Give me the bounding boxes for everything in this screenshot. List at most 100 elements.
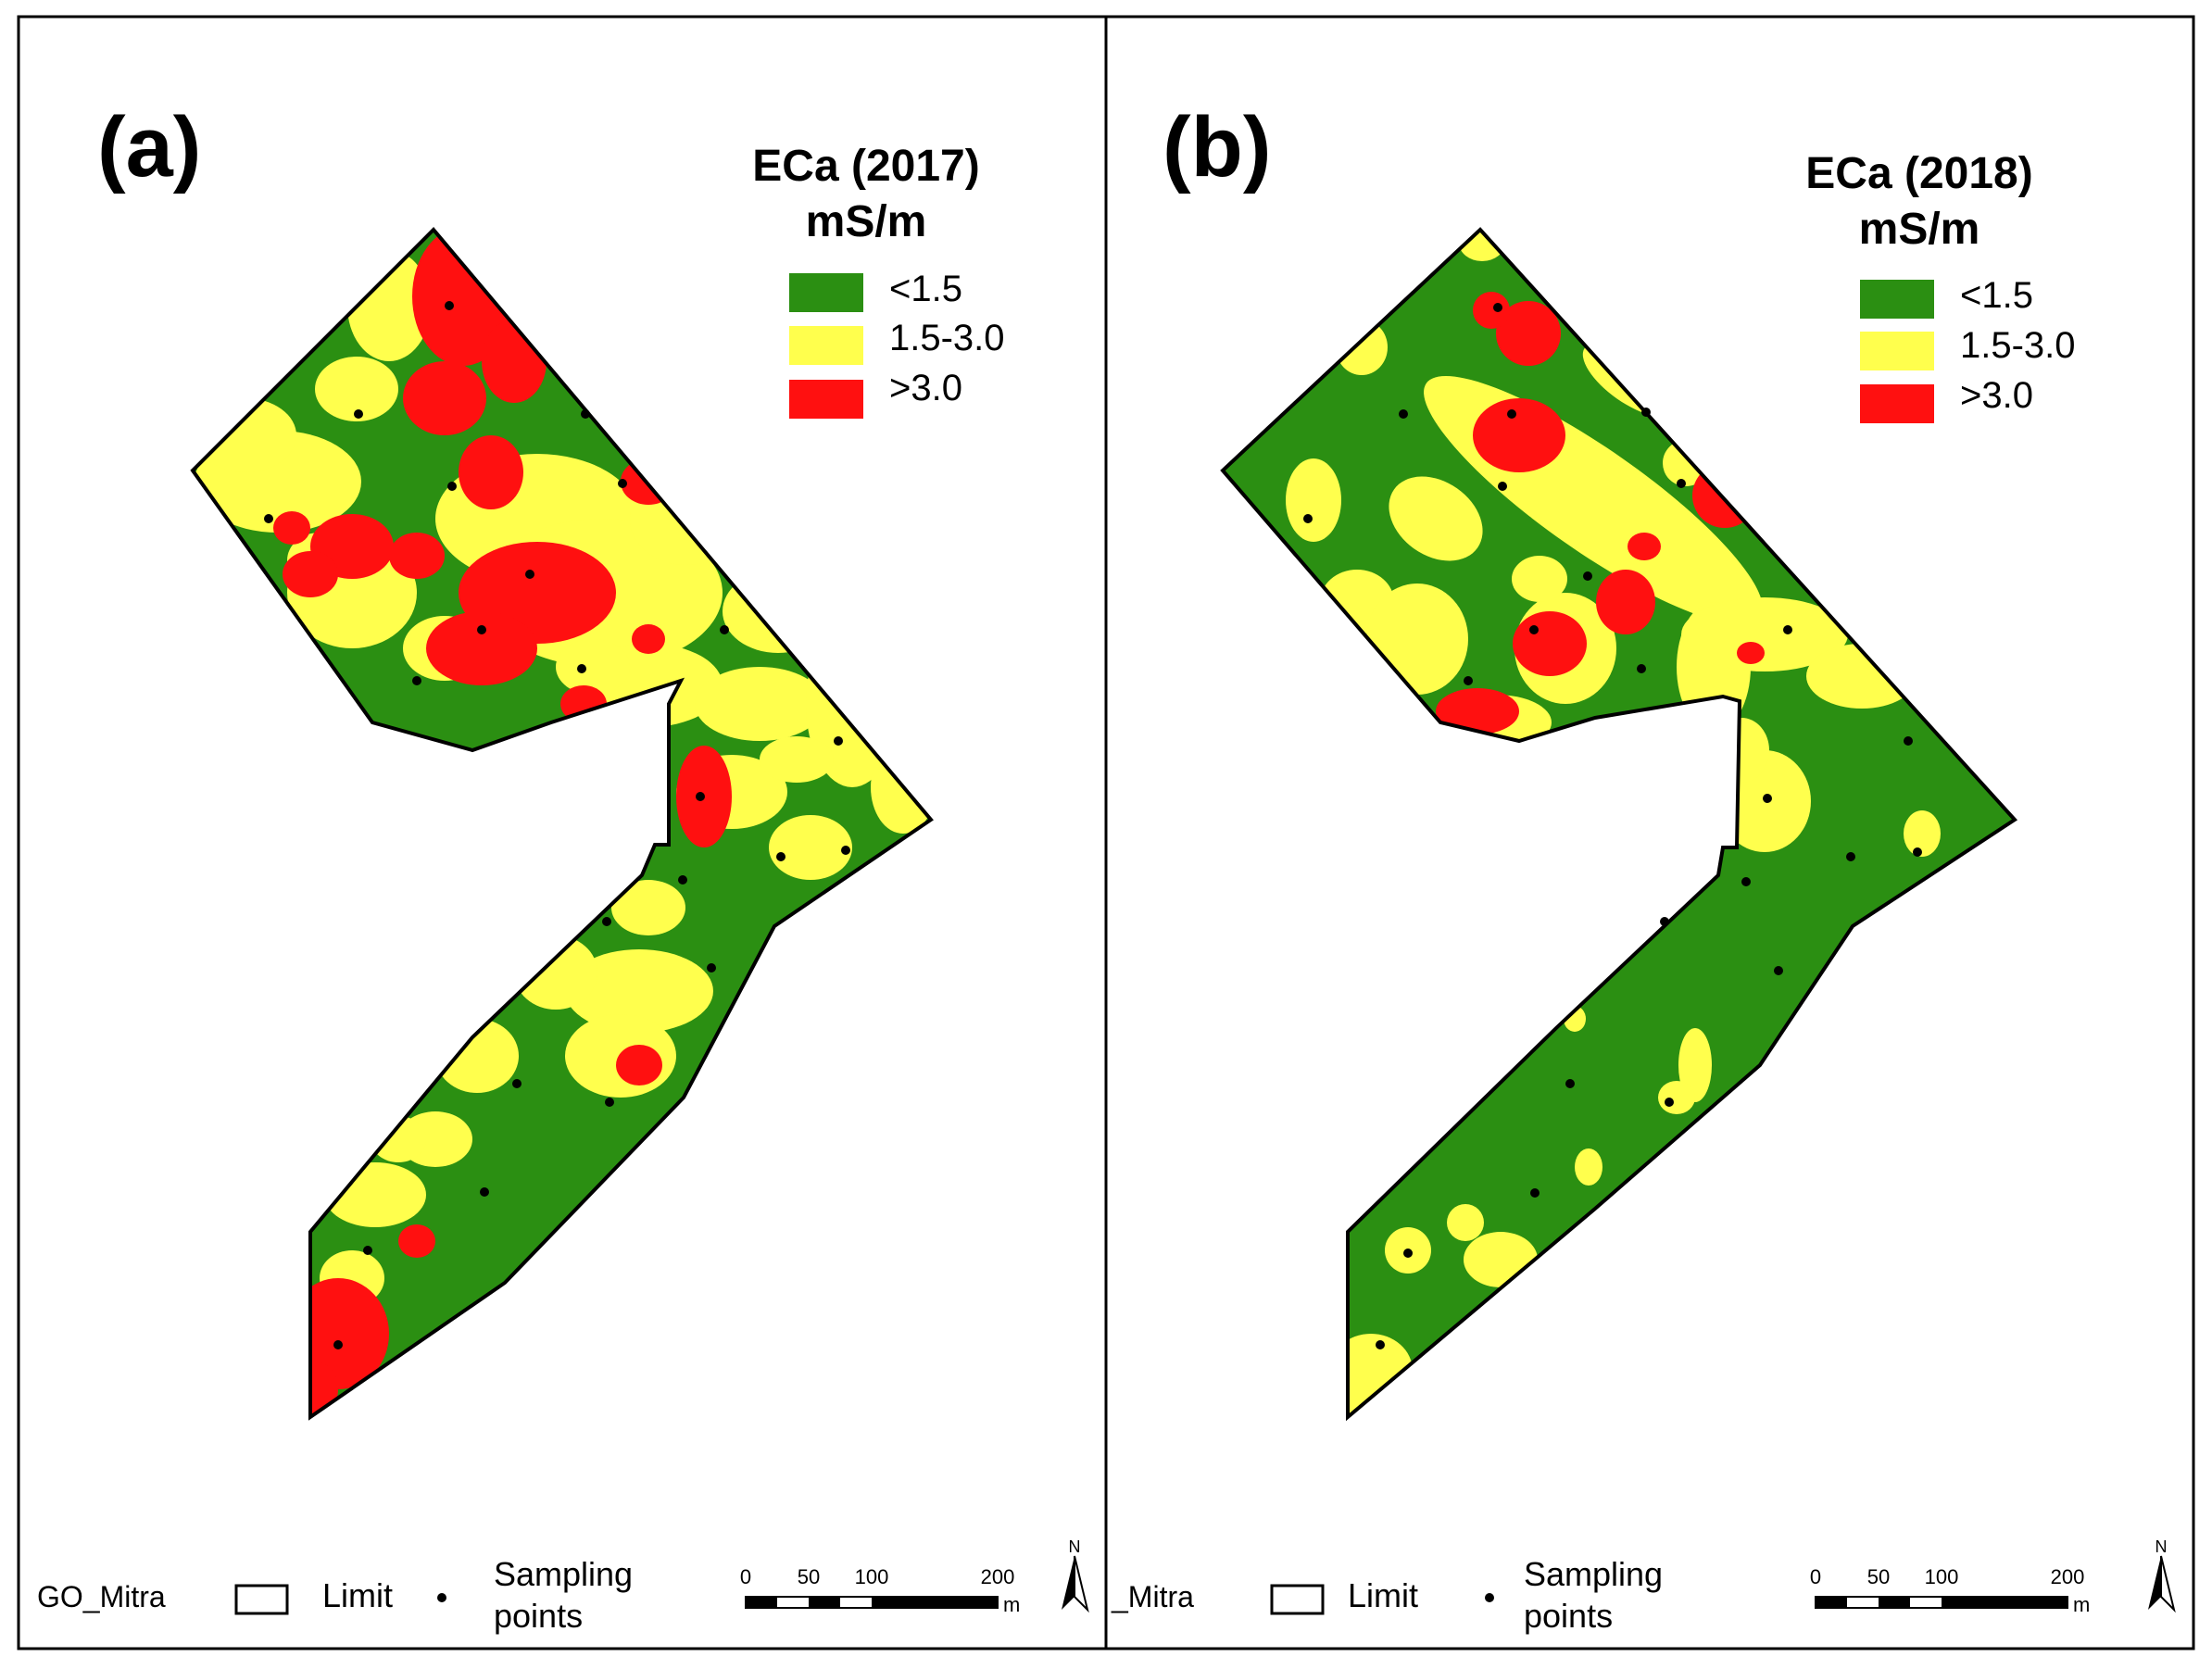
sampling-point: [1763, 794, 1772, 803]
sampling-point: [1641, 408, 1651, 417]
north-arrow-icon: [2148, 1556, 2161, 1610]
panel-a-legend: ECa (2017) mS/m <1.5 1.5-3.0 >3.0: [752, 142, 1005, 419]
panel-a-sampling-symbol: [437, 1593, 446, 1602]
sampling-point: [1583, 571, 1592, 581]
sampling-point: [1507, 409, 1516, 419]
sampling-point: [1846, 852, 1855, 861]
panel-b-legend-swatch-low: [1860, 280, 1934, 319]
sampling-point: [354, 409, 363, 419]
panel-b: (b) ECa (2018) mS/m <1.5 1.5-3.0 >3.0: [1111, 100, 2176, 1635]
panel-b-north-arrow: N: [2148, 1537, 2176, 1613]
panel-b-field-name: _Mitra: [1111, 1580, 1194, 1613]
sampling-point: [445, 301, 454, 310]
panel-a-sampling-points: [264, 301, 850, 1349]
scale-bar-segment: [1942, 1597, 2067, 1608]
sampling-point: [605, 1098, 614, 1107]
sampling-point: [841, 846, 850, 855]
panel-a-field-boundary: [190, 227, 934, 1421]
sampling-point: [577, 664, 586, 673]
scale-tick: 200: [981, 1565, 1015, 1588]
sampling-point: [525, 570, 534, 579]
sampling-point: [1913, 847, 1922, 857]
sampling-point: [1376, 1340, 1385, 1349]
scale-bar-segment: [1816, 1597, 1847, 1608]
panel-b-legend-label-low: <1.5: [1960, 275, 2033, 316]
sampling-point: [1464, 676, 1473, 685]
scale-bar-segment: [746, 1597, 777, 1608]
panel-a-legend-unit: mS/m: [806, 197, 927, 246]
panel-b-legend-swatch-high: [1860, 384, 1934, 423]
panel-a-sampling-label-1: Sampling: [494, 1555, 633, 1593]
panel-a-footer: GO_Mitra Limit Sampling points 0 50 100 …: [37, 1537, 1089, 1635]
scale-unit: m: [2073, 1593, 2090, 1616]
panel-b-sampling-points: [1303, 303, 1922, 1349]
scale-tick: 50: [798, 1565, 820, 1588]
panel-b-legend-unit: mS/m: [1859, 205, 1980, 254]
sampling-point: [776, 852, 786, 861]
sampling-point: [512, 1079, 522, 1088]
panel-b-limit-label: Limit: [1348, 1576, 1418, 1614]
sampling-point: [602, 917, 611, 926]
panel-a-legend-label-high: >3.0: [889, 368, 962, 408]
sampling-point: [1783, 625, 1792, 634]
sampling-point: [1637, 664, 1646, 673]
panel-a-scale-bar: 0 50 100 200 m: [740, 1565, 1020, 1616]
sampling-point: [1403, 1249, 1413, 1258]
panel-b-sampling-label-1: Sampling: [1524, 1555, 1663, 1593]
panel-b-scale-bar: 0 50 100 200 m: [1810, 1565, 2090, 1616]
scale-unit: m: [1003, 1593, 1020, 1616]
panel-a-legend-label-low: <1.5: [889, 269, 962, 309]
panel-b-limit-swatch: [1270, 1584, 1325, 1615]
north-label: N: [1069, 1537, 1081, 1556]
sampling-point: [447, 482, 457, 491]
panel-b-class-high-patches: [1436, 292, 1765, 734]
scale-tick: 0: [740, 1565, 751, 1588]
panel-b-label: (b): [1163, 100, 1271, 195]
panel-a-label: (a): [97, 100, 201, 195]
panel-a-limit-swatch: [234, 1584, 289, 1615]
sampling-point: [618, 479, 627, 488]
north-arrow-icon: [1062, 1556, 1075, 1610]
sampling-point: [1565, 1079, 1575, 1088]
sampling-point: [1498, 482, 1507, 491]
panel-b-legend-title: ECa (2018): [1805, 149, 2032, 198]
sampling-point: [1399, 409, 1408, 419]
sampling-point: [581, 409, 590, 419]
scale-bar-segment: [872, 1597, 998, 1608]
scale-tick: 0: [1810, 1565, 1821, 1588]
scale-tick: 100: [855, 1565, 889, 1588]
sampling-point: [720, 625, 729, 634]
panel-b-sampling-symbol: [1485, 1593, 1494, 1602]
panel-b-footer: _Mitra Limit Sampling points 0 50 100 20…: [1111, 1537, 2176, 1635]
sampling-point: [264, 514, 273, 523]
sampling-point: [412, 676, 421, 685]
sampling-point: [1665, 1098, 1674, 1107]
sampling-point: [696, 792, 705, 801]
sampling-point: [1303, 514, 1313, 523]
sampling-point: [1741, 877, 1751, 886]
scale-bar-segment: [1879, 1597, 1910, 1608]
sampling-point: [1904, 736, 1913, 746]
panel-b-field-boundary: [1220, 227, 2018, 1422]
panel-b-legend-label-high: >3.0: [1960, 375, 2033, 416]
panel-a-legend-swatch-high: [789, 380, 863, 419]
panel-a-limit-label: Limit: [322, 1576, 393, 1614]
sampling-point: [477, 625, 486, 634]
panel-a-legend-swatch-mid: [789, 326, 863, 365]
sampling-point: [1774, 966, 1783, 975]
scale-tick: 50: [1867, 1565, 1890, 1588]
scale-tick: 100: [1925, 1565, 1959, 1588]
north-label: N: [2155, 1537, 2168, 1556]
panel-a-sampling-label-2: points: [494, 1597, 583, 1635]
sampling-point: [834, 736, 843, 746]
sampling-point: [1677, 479, 1686, 488]
sampling-point: [1493, 303, 1502, 312]
sampling-point: [480, 1187, 489, 1197]
panel-b-legend: ECa (2018) mS/m <1.5 1.5-3.0 >3.0: [1805, 149, 2076, 423]
panel-a-field-name: GO_Mitra: [37, 1580, 166, 1613]
scale-bar-segment: [809, 1597, 840, 1608]
sampling-point: [363, 1246, 372, 1255]
sampling-point: [1530, 1188, 1540, 1198]
sampling-point: [678, 875, 687, 885]
